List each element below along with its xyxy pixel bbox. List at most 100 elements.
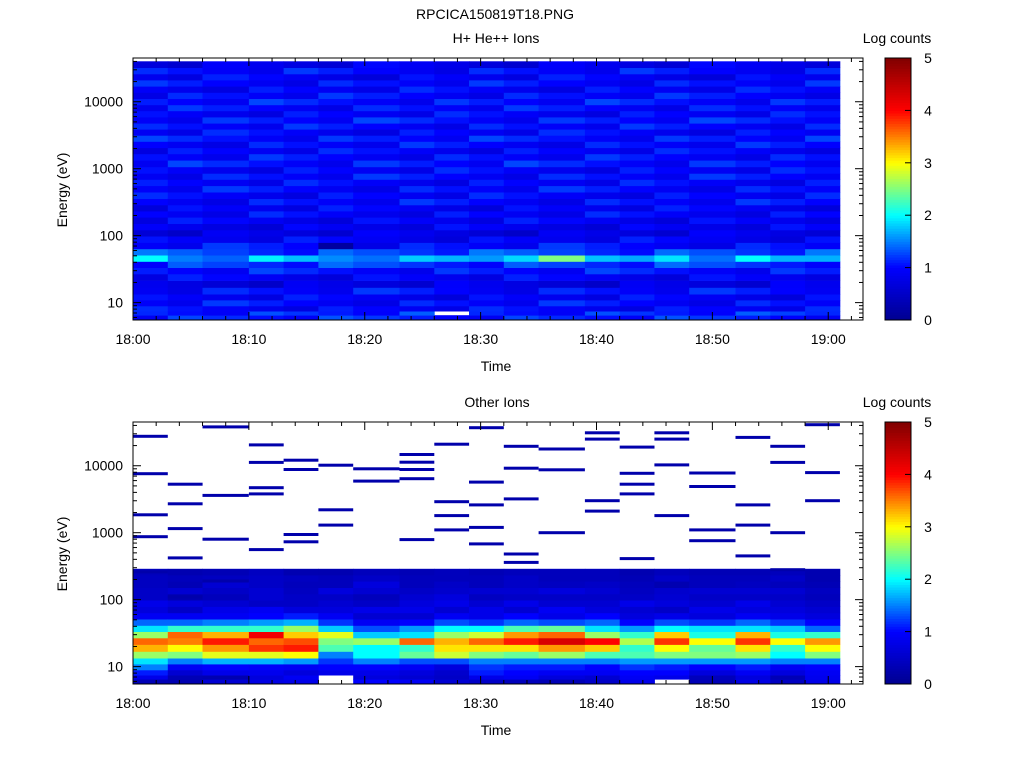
- heatmap-cell: [318, 185, 354, 193]
- heatmap-cell: [805, 261, 841, 268]
- heatmap-cell: [538, 300, 586, 307]
- heatmap-cell: [538, 117, 586, 124]
- heatmap-cell: [503, 135, 539, 142]
- heatmap-cell: [353, 223, 400, 231]
- heatmap-cell: [167, 129, 203, 136]
- heatmap-cell: [353, 658, 400, 665]
- heatmap-cell: [283, 229, 319, 237]
- heatmap-cell: [654, 236, 690, 243]
- heatmap-cell: [133, 619, 169, 626]
- heatmap-cell: [619, 625, 655, 632]
- count-line: [399, 538, 435, 542]
- heatmap-cell: [735, 129, 771, 136]
- heatmap-cell: [248, 98, 285, 106]
- y-tick-label: 10000: [84, 94, 123, 110]
- heatmap-cell: [399, 261, 435, 268]
- heatmap-cell: [770, 651, 806, 659]
- heatmap-cell: [619, 166, 655, 174]
- heatmap-cell: [133, 631, 169, 639]
- heatmap-cell: [770, 248, 806, 256]
- heatmap-cell: [805, 644, 841, 652]
- heatmap-cell: [283, 600, 319, 607]
- heatmap-cell: [689, 135, 736, 142]
- heatmap-cell: [503, 315, 539, 321]
- count-line: [167, 556, 203, 560]
- heatmap-cell: [353, 675, 400, 680]
- heatmap-cell: [167, 104, 203, 112]
- heatmap-cell: [619, 606, 655, 614]
- heatmap-cell: [133, 166, 169, 174]
- heatmap-cell: [318, 581, 354, 588]
- heatmap-cell: [434, 267, 470, 275]
- heatmap-cell: [353, 229, 400, 237]
- heatmap-cell: [770, 644, 806, 652]
- heatmap-cell: [805, 160, 841, 168]
- heatmap-cell: [805, 185, 841, 193]
- heatmap-cell: [503, 229, 539, 237]
- heatmap-cell: [654, 160, 690, 168]
- heatmap-cell: [434, 600, 470, 607]
- heatmap-cell: [735, 651, 771, 659]
- heatmap-cell: [538, 679, 586, 685]
- heatmap-cell: [318, 217, 354, 224]
- heatmap-cell: [654, 619, 690, 626]
- heatmap-cell: [503, 619, 539, 626]
- count-line: [353, 467, 400, 471]
- heatmap-cell: [318, 658, 354, 665]
- heatmap-cell: [584, 236, 621, 243]
- heatmap-cell: [399, 229, 435, 237]
- heatmap-cell: [770, 294, 806, 301]
- heatmap-cell: [283, 658, 319, 665]
- heatmap-cell: [399, 581, 435, 588]
- heatmap-cell: [538, 600, 586, 607]
- heatmap-cell: [503, 160, 539, 168]
- heatmap-cell: [469, 305, 505, 312]
- heatmap-cell: [167, 658, 203, 665]
- heatmap-cell: [619, 129, 655, 136]
- heatmap-cell: [735, 637, 771, 645]
- heatmap-cell: [434, 294, 470, 301]
- heatmap-cell: [167, 311, 203, 316]
- heatmap-cell: [584, 129, 621, 136]
- heatmap-cell: [434, 568, 470, 576]
- heatmap-cell: [469, 229, 505, 237]
- heatmap-cell: [318, 261, 354, 268]
- heatmap-cell: [318, 153, 354, 161]
- heatmap-cell: [503, 644, 539, 652]
- heatmap-cell: [283, 606, 319, 614]
- heatmap-cell: [167, 575, 203, 582]
- heatmap-cell: [469, 211, 505, 218]
- heatmap-cell: [654, 300, 690, 307]
- heatmap-cell: [735, 255, 771, 262]
- heatmap-cell: [399, 280, 435, 288]
- heatmap-cell: [248, 129, 285, 136]
- heatmap-cell: [538, 211, 586, 218]
- heatmap-cell: [689, 305, 736, 312]
- heatmap-cell: [619, 261, 655, 268]
- heatmap-cell: [770, 305, 806, 312]
- heatmap-cell: [248, 294, 285, 301]
- heatmap-cell: [133, 606, 169, 614]
- count-line: [318, 523, 354, 527]
- heatmap-cell: [353, 664, 400, 671]
- heatmap-cell: [689, 261, 736, 268]
- count-line: [689, 528, 736, 532]
- heatmap-cell: [689, 229, 736, 237]
- heatmap-cell: [770, 669, 806, 676]
- heatmap-cell: [248, 255, 285, 262]
- heatmap-cell: [434, 675, 470, 680]
- heatmap-cell: [399, 141, 435, 149]
- heatmap-cell: [654, 135, 690, 142]
- heatmap-cell: [248, 300, 285, 307]
- heatmap-cell: [469, 581, 505, 588]
- heatmap-cell: [133, 98, 169, 106]
- heatmap-cell: [248, 606, 285, 614]
- heatmap-cell: [167, 173, 203, 180]
- heatmap-cell: [133, 61, 169, 68]
- heatmap-cell: [133, 92, 169, 99]
- heatmap-cell: [735, 315, 771, 321]
- heatmap-cell: [654, 669, 690, 676]
- heatmap-cell: [202, 223, 250, 231]
- heatmap-cell: [283, 664, 319, 671]
- heatmap-cell: [770, 679, 806, 685]
